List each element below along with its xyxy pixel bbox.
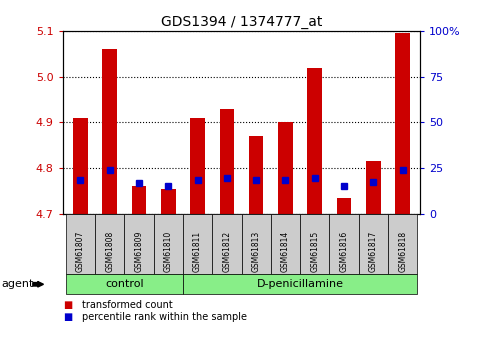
Text: GSM61815: GSM61815 — [310, 231, 319, 272]
Text: ■: ■ — [63, 312, 72, 322]
Text: GSM61814: GSM61814 — [281, 231, 290, 272]
Text: GSM61809: GSM61809 — [134, 231, 143, 272]
Bar — [337, 198, 351, 214]
Bar — [278, 122, 293, 214]
Bar — [220, 109, 234, 214]
Bar — [249, 136, 263, 214]
Text: GSM61810: GSM61810 — [164, 231, 173, 272]
Text: transformed count: transformed count — [82, 300, 173, 309]
Text: D-penicillamine: D-penicillamine — [256, 279, 343, 289]
Text: GSM61818: GSM61818 — [398, 231, 407, 272]
Text: agent: agent — [1, 279, 34, 289]
Title: GDS1394 / 1374777_at: GDS1394 / 1374777_at — [161, 14, 322, 29]
Text: GSM61807: GSM61807 — [76, 231, 85, 272]
Bar — [161, 189, 176, 214]
Text: GSM61816: GSM61816 — [340, 231, 349, 272]
Bar — [307, 68, 322, 214]
Bar — [366, 161, 381, 214]
Text: GSM61817: GSM61817 — [369, 231, 378, 272]
Bar — [132, 187, 146, 214]
Bar — [102, 49, 117, 214]
Bar — [73, 118, 88, 214]
Text: GSM61812: GSM61812 — [222, 231, 231, 272]
Bar — [190, 118, 205, 214]
Text: GSM61808: GSM61808 — [105, 231, 114, 272]
Text: GSM61811: GSM61811 — [193, 231, 202, 272]
Text: percentile rank within the sample: percentile rank within the sample — [82, 312, 247, 322]
Bar — [395, 33, 410, 214]
Text: ■: ■ — [63, 300, 72, 309]
Text: control: control — [105, 279, 143, 289]
Text: GSM61813: GSM61813 — [252, 231, 261, 272]
